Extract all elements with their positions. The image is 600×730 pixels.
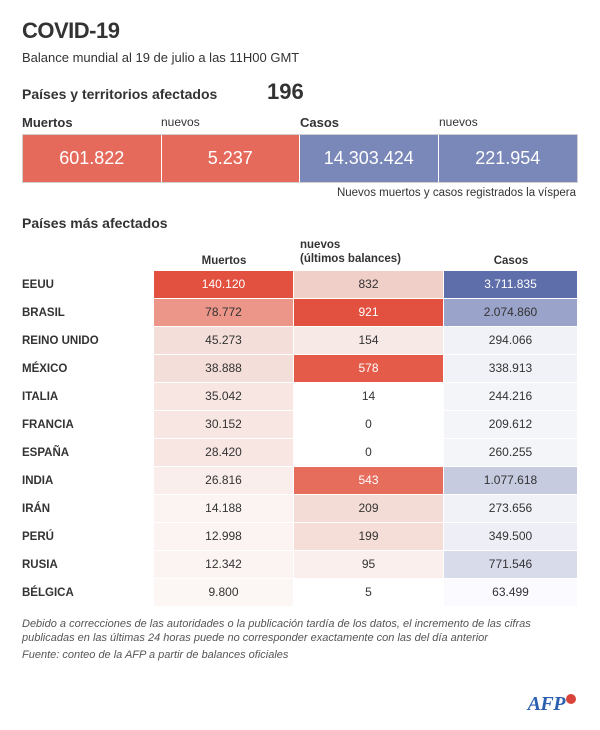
table-row: BÉLGICA9.800563.499 — [22, 579, 578, 607]
cell-deaths: 78.772 — [154, 299, 294, 327]
cell-cases: 349.500 — [444, 523, 578, 551]
subtitle: Balance mundial al 19 de julio a las 11H… — [22, 50, 578, 65]
cell-cases: 294.066 — [444, 327, 578, 355]
data-table: Muertos nuevos (últimos balances) Casos … — [22, 239, 578, 607]
country-label: PERÚ — [22, 523, 154, 551]
cell-deaths: 9.800 — [154, 579, 294, 607]
cell-deaths: 35.042 — [154, 383, 294, 411]
cell-new: 199 — [294, 523, 444, 551]
table-header: Muertos nuevos (últimos balances) Casos — [22, 239, 578, 271]
country-label: EEUU — [22, 271, 154, 299]
cell-deaths: 30.152 — [154, 411, 294, 439]
country-label: FRANCIA — [22, 411, 154, 439]
table-row: ESPAÑA28.4200260.255 — [22, 439, 578, 467]
country-label: BRASIL — [22, 299, 154, 327]
cell-deaths: 45.273 — [154, 327, 294, 355]
label-cases: Casos — [300, 115, 439, 134]
cell-new: 578 — [294, 355, 444, 383]
country-label: IRÁN — [22, 495, 154, 523]
cell-new: 0 — [294, 411, 444, 439]
country-label: ITALIA — [22, 383, 154, 411]
cell-cases: 273.656 — [444, 495, 578, 523]
table-row: ITALIA35.04214244.216 — [22, 383, 578, 411]
country-label: ESPAÑA — [22, 439, 154, 467]
affected-count: 196 — [267, 79, 304, 105]
cell-deaths: 140.120 — [154, 271, 294, 299]
affected-label: Países y territorios afectados — [22, 86, 267, 102]
cell-new: 14 — [294, 383, 444, 411]
cell-new: 0 — [294, 439, 444, 467]
cell-deaths: 38.888 — [154, 355, 294, 383]
table-row: EEUU140.1208323.711.835 — [22, 271, 578, 299]
summary-cells: 601.822 5.237 14.303.424 221.954 — [22, 134, 578, 183]
value-deaths: 601.822 — [23, 135, 162, 182]
cell-cases: 2.074.860 — [444, 299, 578, 327]
cell-deaths: 12.998 — [154, 523, 294, 551]
cell-new: 832 — [294, 271, 444, 299]
cell-new: 95 — [294, 551, 444, 579]
cell-cases: 1.077.618 — [444, 467, 578, 495]
table-row: REINO UNIDO45.273154294.066 — [22, 327, 578, 355]
country-label: INDIA — [22, 467, 154, 495]
country-label: MÉXICO — [22, 355, 154, 383]
country-label: RUSIA — [22, 551, 154, 579]
cell-cases: 209.612 — [444, 411, 578, 439]
table-row: FRANCIA30.1520209.612 — [22, 411, 578, 439]
header-cases: Casos — [444, 255, 578, 267]
afp-logo-text: AFP — [528, 693, 565, 715]
label-deaths-new: nuevos — [161, 115, 300, 134]
cell-deaths: 26.816 — [154, 467, 294, 495]
afp-logo-dot-icon — [566, 694, 576, 704]
cell-deaths: 12.342 — [154, 551, 294, 579]
footnote: Debido a correcciones de las autoridades… — [22, 617, 578, 646]
cell-cases: 771.546 — [444, 551, 578, 579]
cell-new: 154 — [294, 327, 444, 355]
table-row: INDIA26.8165431.077.618 — [22, 467, 578, 495]
summary-labels: Muertos nuevos Casos nuevos — [22, 115, 578, 134]
afp-logo: AFP — [528, 693, 576, 716]
page-title: COVID-19 — [22, 18, 578, 44]
table-row: BRASIL78.7729212.074.860 — [22, 299, 578, 327]
country-label: REINO UNIDO — [22, 327, 154, 355]
label-cases-new: nuevos — [439, 115, 578, 134]
cell-new: 543 — [294, 467, 444, 495]
cell-cases: 244.216 — [444, 383, 578, 411]
cell-cases: 3.711.835 — [444, 271, 578, 299]
table-row: MÉXICO38.888578338.913 — [22, 355, 578, 383]
header-new: nuevos (últimos balances) — [294, 239, 444, 267]
value-cases-new: 221.954 — [439, 135, 578, 182]
cell-cases: 260.255 — [444, 439, 578, 467]
cell-new: 209 — [294, 495, 444, 523]
table-row: IRÁN14.188209273.656 — [22, 495, 578, 523]
section-title: Países más afectados — [22, 215, 578, 231]
cell-cases: 63.499 — [444, 579, 578, 607]
label-deaths: Muertos — [22, 115, 161, 134]
value-deaths-new: 5.237 — [162, 135, 301, 182]
table-body: EEUU140.1208323.711.835BRASIL78.7729212.… — [22, 271, 578, 607]
table-row: PERÚ12.998199349.500 — [22, 523, 578, 551]
header-deaths: Muertos — [154, 255, 294, 267]
cell-cases: 338.913 — [444, 355, 578, 383]
cell-deaths: 28.420 — [154, 439, 294, 467]
affected-row: Países y territorios afectados 196 — [22, 79, 578, 105]
summary-block: Muertos nuevos Casos nuevos 601.822 5.23… — [22, 115, 578, 183]
summary-note: Nuevos muertos y casos registrados la ví… — [22, 187, 578, 199]
country-label: BÉLGICA — [22, 579, 154, 607]
value-cases: 14.303.424 — [300, 135, 439, 182]
source: Fuente: conteo de la AFP a partir de bal… — [22, 649, 578, 661]
cell-deaths: 14.188 — [154, 495, 294, 523]
cell-new: 921 — [294, 299, 444, 327]
table-row: RUSIA12.34295771.546 — [22, 551, 578, 579]
cell-new: 5 — [294, 579, 444, 607]
